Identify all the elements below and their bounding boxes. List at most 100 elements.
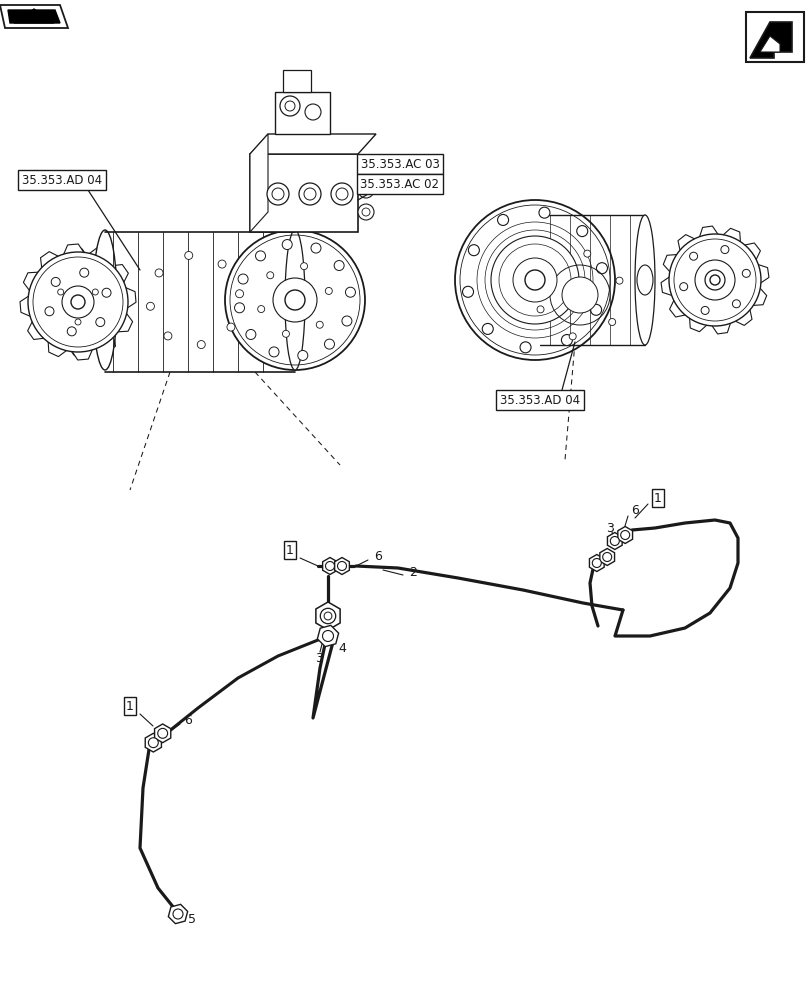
Circle shape (282, 240, 292, 250)
Circle shape (569, 333, 576, 340)
Circle shape (311, 243, 320, 253)
Polygon shape (607, 532, 621, 550)
Polygon shape (663, 254, 680, 275)
Circle shape (157, 728, 167, 738)
Circle shape (561, 277, 597, 313)
Text: 2: 2 (409, 566, 416, 580)
Circle shape (583, 250, 590, 257)
Polygon shape (70, 346, 94, 360)
Polygon shape (154, 724, 170, 743)
Circle shape (268, 347, 279, 357)
Text: 6: 6 (184, 713, 191, 726)
Polygon shape (20, 294, 34, 318)
Circle shape (497, 214, 508, 225)
Polygon shape (14, 9, 54, 23)
Text: 3: 3 (605, 522, 613, 534)
Circle shape (543, 265, 551, 272)
Polygon shape (334, 558, 349, 574)
Circle shape (300, 263, 307, 270)
Circle shape (58, 289, 63, 295)
Circle shape (668, 234, 760, 326)
Bar (745, 12, 803, 62)
Circle shape (62, 286, 94, 318)
Circle shape (218, 260, 225, 268)
Circle shape (709, 275, 719, 285)
Circle shape (280, 96, 299, 116)
Circle shape (255, 251, 265, 261)
Polygon shape (250, 134, 375, 154)
Polygon shape (749, 22, 791, 58)
Circle shape (462, 286, 473, 297)
Circle shape (602, 552, 611, 562)
Circle shape (741, 269, 749, 277)
Polygon shape (41, 252, 62, 272)
Circle shape (75, 319, 81, 325)
Circle shape (267, 183, 289, 205)
Polygon shape (168, 904, 187, 924)
Circle shape (155, 269, 163, 277)
Polygon shape (315, 602, 340, 630)
Polygon shape (599, 548, 614, 566)
Circle shape (325, 287, 332, 294)
Circle shape (519, 342, 530, 353)
Text: 1: 1 (285, 544, 294, 556)
Circle shape (560, 335, 572, 346)
Polygon shape (250, 134, 268, 232)
Circle shape (704, 270, 724, 290)
Circle shape (694, 260, 734, 300)
Polygon shape (322, 558, 337, 574)
Circle shape (333, 261, 344, 271)
Circle shape (590, 304, 601, 315)
Circle shape (298, 350, 307, 360)
Circle shape (322, 630, 333, 642)
Text: 35.353.AD 04: 35.353.AD 04 (22, 174, 102, 187)
Text: 35.353.AC 03: 35.353.AC 03 (360, 158, 439, 171)
Circle shape (689, 252, 697, 260)
Polygon shape (62, 244, 86, 258)
Polygon shape (759, 36, 779, 52)
Circle shape (468, 245, 478, 256)
Circle shape (148, 738, 158, 748)
Polygon shape (709, 320, 731, 334)
Text: 1: 1 (126, 700, 134, 712)
Circle shape (325, 562, 334, 570)
Polygon shape (689, 314, 709, 332)
Circle shape (51, 277, 60, 286)
Circle shape (341, 316, 351, 326)
Text: 35.353.AD 04: 35.353.AD 04 (500, 393, 579, 406)
Text: 4: 4 (337, 642, 345, 654)
Ellipse shape (63, 247, 93, 357)
Circle shape (45, 307, 54, 316)
Circle shape (679, 283, 687, 291)
Polygon shape (48, 338, 70, 357)
Text: 5: 5 (188, 913, 195, 926)
Circle shape (225, 230, 365, 370)
Text: 3: 3 (315, 652, 323, 664)
Circle shape (257, 306, 264, 313)
Polygon shape (731, 306, 751, 325)
Circle shape (620, 530, 629, 540)
Circle shape (146, 302, 154, 310)
Circle shape (272, 278, 316, 322)
Circle shape (320, 608, 335, 624)
Ellipse shape (634, 215, 654, 345)
Circle shape (331, 183, 353, 205)
Circle shape (235, 290, 243, 298)
Circle shape (700, 306, 708, 314)
Bar (275, 92, 329, 134)
Circle shape (67, 327, 76, 336)
Circle shape (185, 251, 192, 259)
Circle shape (246, 329, 255, 339)
Text: 6: 6 (630, 504, 638, 516)
Bar (250, 154, 358, 232)
Circle shape (358, 204, 374, 220)
Bar (283, 70, 311, 92)
Polygon shape (317, 625, 338, 647)
Polygon shape (8, 10, 60, 23)
Circle shape (616, 277, 622, 284)
Polygon shape (719, 228, 740, 246)
Circle shape (234, 303, 244, 313)
Circle shape (285, 290, 305, 310)
Circle shape (315, 321, 323, 328)
Circle shape (164, 332, 172, 340)
